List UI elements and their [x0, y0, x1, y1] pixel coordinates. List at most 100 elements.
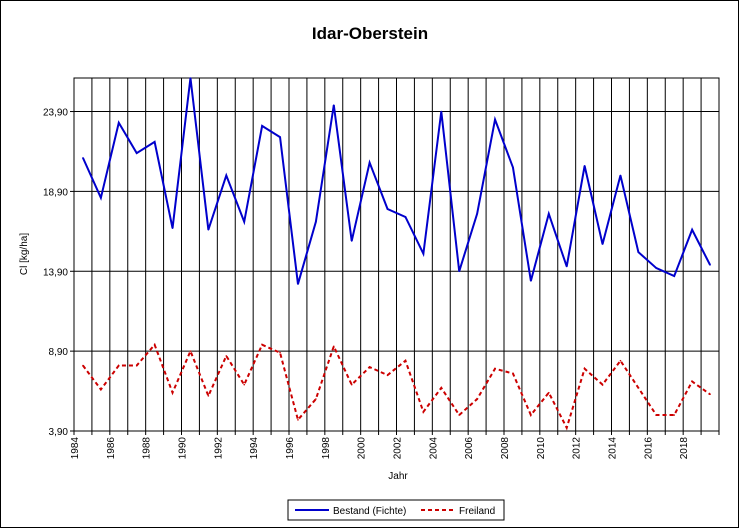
series-line-bestand — [82, 77, 711, 285]
data-point — [601, 383, 604, 386]
data-point — [422, 252, 425, 255]
data-point — [386, 374, 389, 376]
data-point — [583, 165, 586, 167]
data-point — [637, 387, 640, 389]
data-point — [512, 372, 514, 375]
data-point — [691, 380, 693, 383]
series-line-freiland — [82, 342, 711, 431]
legend-box — [287, 499, 505, 521]
data-point — [476, 398, 478, 400]
data-point — [153, 343, 156, 346]
data-point — [494, 367, 496, 370]
data-point — [135, 152, 138, 154]
data-point — [386, 208, 389, 210]
data-point — [709, 264, 711, 266]
data-point — [261, 125, 263, 127]
x-axis-label: Jahr — [388, 471, 408, 482]
x-tick-label: 2018 — [679, 437, 690, 460]
legend: Bestand (Fichte) Freiland — [287, 499, 505, 521]
data-point — [637, 251, 640, 253]
data-point — [440, 387, 443, 389]
data-point — [619, 359, 622, 362]
data-point — [153, 141, 156, 143]
chart-title: Idar-Oberstein — [312, 24, 428, 43]
data-point — [494, 118, 496, 121]
data-point — [368, 366, 371, 368]
data-point — [530, 414, 532, 416]
x-axis-ticks: 1984 1986 1988 1990 1992 1994 1996 1998 2000 2002… — [70, 431, 720, 460]
data-point — [547, 391, 550, 394]
data-point — [691, 228, 693, 231]
x-tick-label: 1986 — [106, 437, 117, 460]
data-point — [655, 267, 658, 269]
x-tick-label: 2012 — [572, 437, 583, 460]
data-point — [368, 161, 371, 164]
data-point — [297, 283, 299, 285]
legend-label-freiland: Freiland — [459, 506, 495, 517]
data-point — [673, 414, 676, 416]
y-axis-ticks: 3,90 8,90 13,90 18,90 23,90 — [43, 108, 74, 438]
data-point — [619, 174, 622, 177]
data-point — [207, 228, 210, 231]
data-point — [655, 414, 658, 416]
data-point — [171, 391, 174, 394]
y-tick-label: 13,90 — [43, 267, 68, 278]
y-axis-label: Cl [kg/ha] — [19, 233, 30, 275]
data-point — [82, 364, 84, 367]
x-tick-label: 2004 — [428, 437, 439, 460]
data-point — [709, 393, 711, 396]
data-point — [100, 388, 102, 391]
data-point — [207, 395, 210, 397]
data-point — [547, 212, 550, 215]
data-point — [315, 398, 317, 400]
data-point — [171, 227, 174, 229]
data-point — [189, 350, 192, 352]
data-point — [565, 265, 568, 268]
y-tick-label: 8,90 — [49, 347, 69, 358]
data-point — [440, 110, 443, 113]
data-point — [261, 343, 263, 346]
data-point — [243, 220, 246, 223]
x-tick-label: 1992 — [213, 437, 224, 460]
x-tick-label: 1996 — [285, 437, 296, 460]
data-point — [583, 367, 586, 370]
data-point — [422, 411, 425, 413]
data-point — [279, 136, 281, 138]
y-tick-label: 23,90 — [43, 108, 68, 119]
data-point — [458, 414, 461, 416]
x-tick-label: 1984 — [70, 437, 81, 460]
data-point — [117, 364, 120, 367]
data-point — [350, 383, 353, 386]
data-point — [565, 427, 568, 429]
x-tick-label: 2010 — [536, 437, 547, 460]
data-point — [673, 275, 676, 277]
y-tick-label: 18,90 — [43, 187, 68, 198]
x-tick-label: 2016 — [643, 437, 654, 460]
data-point — [601, 243, 604, 245]
x-tick-label: 2014 — [608, 437, 619, 460]
data-point — [332, 104, 335, 106]
data-point — [512, 166, 514, 169]
data-point — [279, 351, 281, 354]
series-layer — [82, 77, 711, 431]
x-tick-label: 2002 — [393, 437, 404, 460]
data-point — [404, 216, 407, 218]
x-tick-label: 1994 — [249, 437, 260, 460]
data-point — [225, 174, 228, 177]
data-point — [82, 157, 84, 159]
data-point — [135, 364, 138, 367]
data-point — [117, 121, 120, 124]
x-tick-label: 2006 — [464, 437, 475, 460]
data-point — [189, 77, 192, 79]
y-tick-label: 3,90 — [49, 427, 69, 438]
data-point — [458, 270, 461, 273]
data-point — [243, 383, 246, 386]
x-tick-label: 1990 — [178, 437, 189, 460]
x-tick-label: 1988 — [142, 437, 153, 460]
data-point — [404, 359, 407, 362]
data-point — [350, 240, 353, 242]
data-point — [297, 419, 299, 421]
x-tick-label: 2000 — [357, 437, 368, 460]
